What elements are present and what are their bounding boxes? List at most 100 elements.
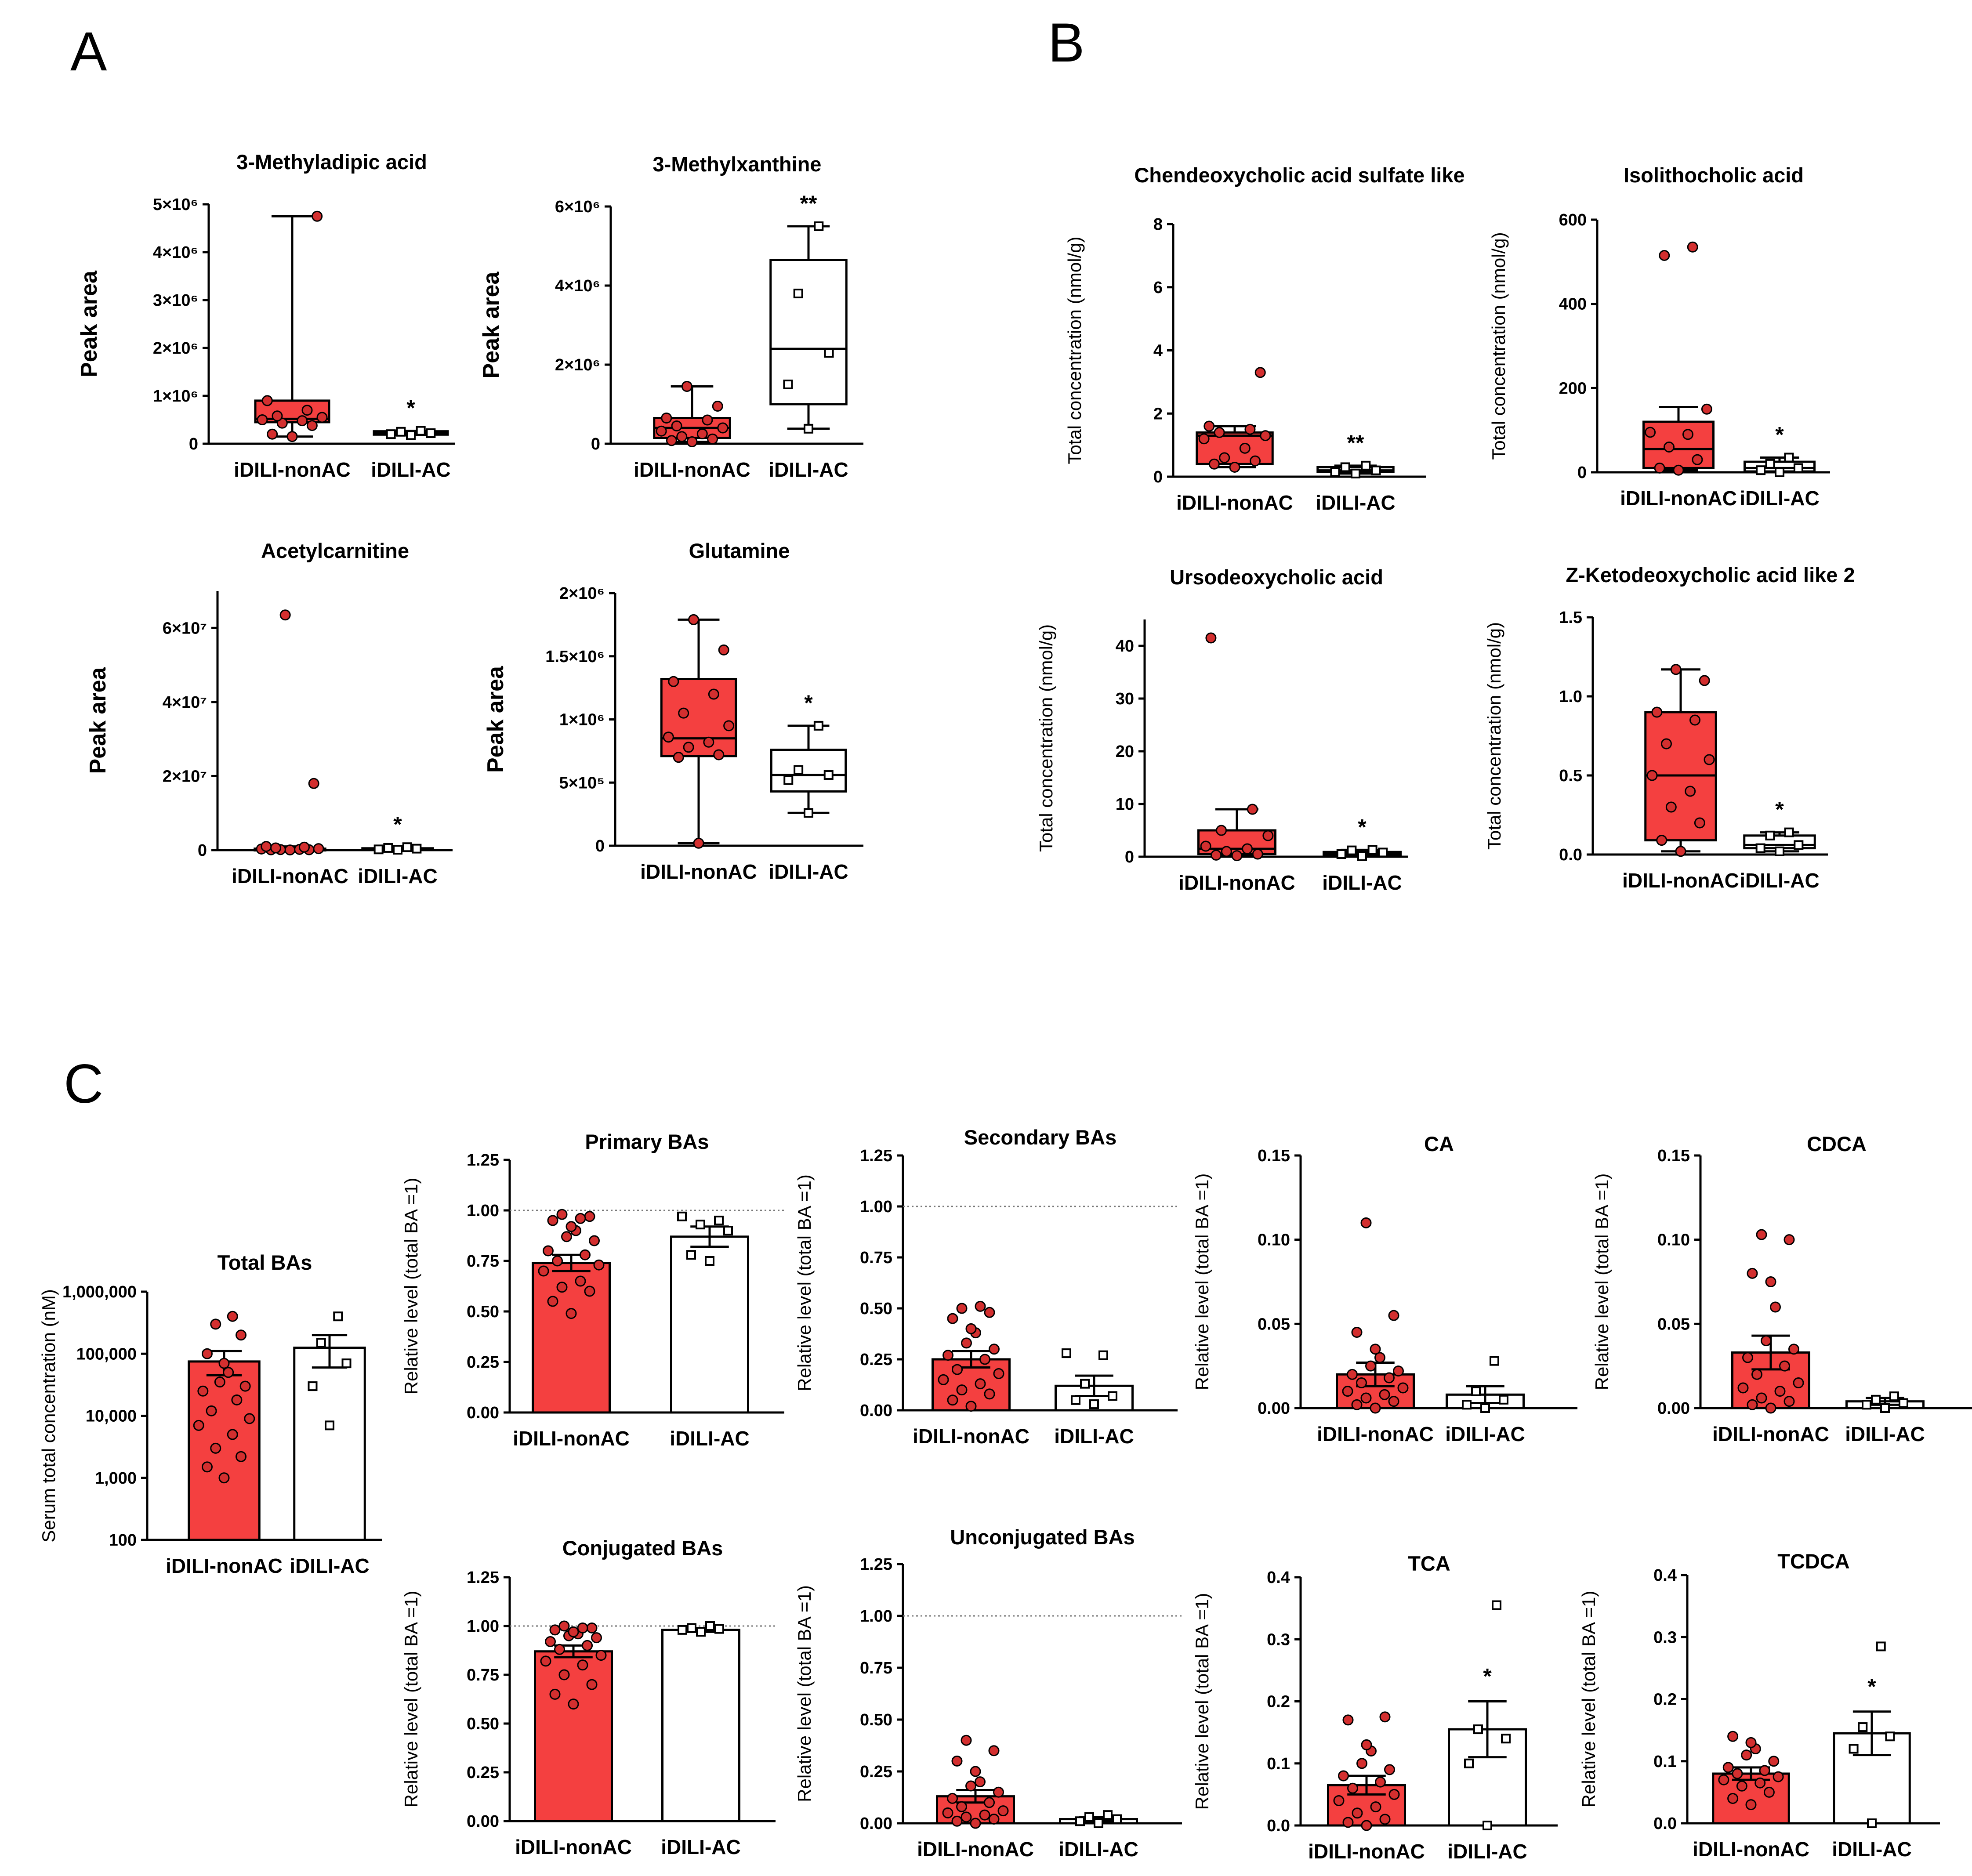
bar	[534, 1650, 613, 1822]
data-point	[1357, 851, 1367, 861]
bar	[670, 1235, 749, 1414]
data-point	[1718, 1774, 1729, 1785]
significance-marker: *	[1867, 1674, 1876, 1699]
data-point	[671, 420, 682, 431]
data-point	[1659, 250, 1670, 261]
data-point	[1876, 1641, 1886, 1651]
box	[1743, 834, 1816, 850]
data-point	[947, 1313, 958, 1324]
data-point	[558, 1669, 570, 1680]
data-point	[1490, 1356, 1499, 1366]
data-point	[1492, 1600, 1501, 1610]
x-category-label: iDILI-nonAC	[515, 1836, 632, 1858]
data-point	[1198, 433, 1210, 445]
data-point	[1231, 850, 1243, 862]
panel-label-b: B	[1048, 12, 1084, 73]
y-axis-label: Relative level (total BA =1)	[1591, 1173, 1612, 1391]
data-point	[1849, 1744, 1859, 1754]
data-point	[814, 221, 824, 231]
data-point	[783, 775, 794, 785]
data-point	[656, 425, 667, 437]
y-axis-label: Peak area	[483, 666, 508, 773]
data-point	[313, 843, 324, 855]
chart-title: Unconjugated BAs	[950, 1525, 1135, 1549]
y-tick-label: 0.0	[1267, 1817, 1290, 1835]
data-point	[584, 1286, 595, 1297]
data-point	[301, 405, 313, 416]
y-tick-label: 0	[1153, 468, 1163, 486]
x-category-label: iDILI-nonAC	[234, 458, 351, 481]
data-point	[1793, 1377, 1804, 1388]
data-point	[1747, 1399, 1758, 1410]
y-tick-label: 3×10⁶	[153, 291, 198, 310]
y-tick-label: 5×10⁶	[153, 196, 198, 214]
y-tick-label: 0.05	[1657, 1315, 1690, 1333]
x-category-label: iDILI-nonAC	[513, 1427, 630, 1450]
data-point	[261, 395, 273, 406]
y-tick-label: 0	[189, 435, 198, 453]
x-category-label: iDILI-nonAC	[166, 1554, 283, 1577]
data-point	[975, 1378, 986, 1390]
x-category-label: iDILI-nonAC	[1176, 491, 1293, 514]
y-tick-label: 1.00	[860, 1198, 892, 1216]
data-point	[1858, 1722, 1868, 1732]
data-point	[577, 1659, 588, 1671]
data-point	[1464, 1758, 1474, 1768]
x-category-label: iDILI-AC	[1740, 869, 1819, 892]
data-point	[663, 732, 674, 743]
data-point	[668, 676, 679, 687]
data-point	[688, 614, 700, 625]
data-point	[1646, 770, 1658, 781]
data-point	[1219, 452, 1230, 464]
y-axis-label: Total concentration (nmol/g)	[1064, 236, 1085, 464]
data-point	[1899, 1398, 1908, 1408]
data-point	[556, 1209, 568, 1220]
data-point	[239, 1380, 251, 1392]
data-point	[938, 1374, 949, 1385]
data-point	[678, 1625, 687, 1635]
data-point	[257, 414, 268, 425]
y-tick-label: 0.1	[1267, 1755, 1290, 1773]
data-point	[1379, 1711, 1391, 1723]
data-point	[979, 1809, 990, 1821]
data-point	[210, 1442, 221, 1454]
data-point	[1751, 1369, 1762, 1380]
data-point	[1229, 461, 1240, 473]
data-point	[402, 842, 412, 852]
x-category-label: iDILI-AC	[1740, 487, 1819, 510]
data-point	[1250, 455, 1261, 467]
data-point	[373, 844, 384, 855]
data-point	[1794, 840, 1804, 850]
y-tick-label: 0.75	[860, 1659, 892, 1677]
chart-b1: Chendeoxycholic acid sulfate like 0 2 4 6 8 To…	[1064, 163, 1465, 514]
data-point	[979, 1354, 990, 1365]
data-point	[1397, 1382, 1409, 1394]
y-tick-label: 0.50	[860, 1300, 892, 1318]
data-point	[961, 1735, 972, 1746]
y-tick-label: 0.00	[860, 1402, 892, 1420]
data-point	[547, 1215, 558, 1226]
chart-title: TCA	[1408, 1552, 1450, 1575]
y-axis-label: Relative level (total BA =1)	[1192, 1593, 1212, 1810]
significance-marker: *	[1483, 1664, 1492, 1689]
data-point	[341, 1358, 352, 1369]
y-tick-label: 1×10⁶	[153, 387, 198, 406]
data-point	[696, 1220, 705, 1230]
data-point	[1664, 442, 1675, 453]
data-point	[702, 414, 713, 426]
data-point	[703, 736, 714, 748]
y-tick-label: 0	[198, 841, 207, 860]
chart-c1: Primary BAs 0.00 0.25 0.50 0.75 1.00 1.25 Relat…	[401, 1130, 784, 1450]
data-point	[1871, 1394, 1881, 1405]
data-point	[1480, 1403, 1490, 1413]
data-point	[717, 422, 729, 434]
data-point	[993, 1786, 1004, 1798]
y-tick-label: 0.50	[467, 1303, 499, 1321]
data-point	[543, 1245, 554, 1257]
data-point	[1347, 1782, 1358, 1794]
y-tick-label: 0.00	[1657, 1399, 1690, 1418]
chart-title: TCDCA	[1777, 1550, 1849, 1573]
charts-layer: 3-Methyladipic acid 0 1×10⁶ 2×10⁶ 3×10⁶ 4×10⁶…	[38, 150, 1972, 1863]
data-point	[1499, 1394, 1508, 1405]
